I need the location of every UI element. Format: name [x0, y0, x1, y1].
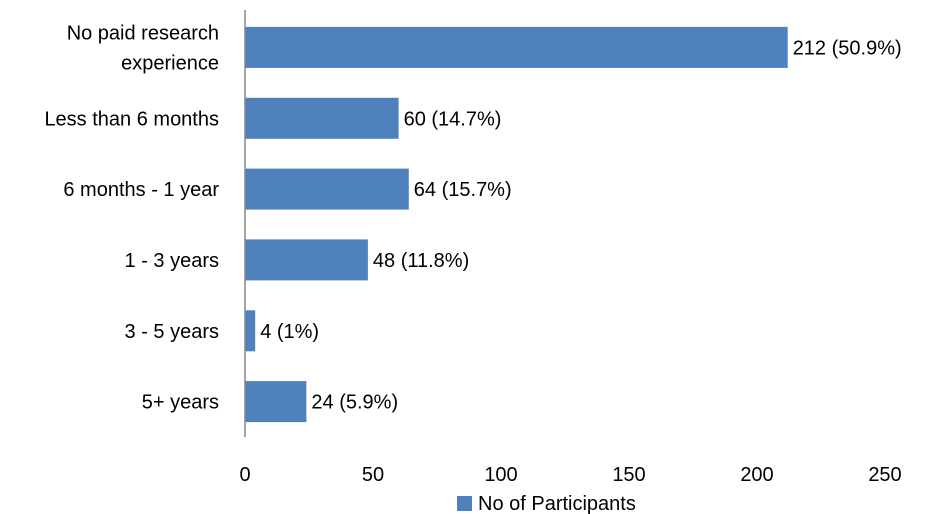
legend: No of Participants [457, 493, 636, 514]
category-label: Less than 6 months [44, 108, 219, 130]
legend-swatch [457, 496, 472, 511]
data-label: 4 (1%) [260, 321, 319, 343]
data-label: 64 (15.7%) [414, 179, 512, 201]
category-label: 1 - 3 years [125, 250, 219, 272]
bar [245, 26, 788, 68]
category-label: 6 months - 1 year [63, 179, 219, 201]
x-tick-labels-group: 0 50 100 150 200 250 [239, 464, 901, 486]
category-labels-group: No paid research experience Less than 6 mo… [44, 22, 219, 413]
x-tick-label: 150 [612, 464, 645, 486]
x-tick-label: 250 [868, 464, 901, 486]
data-label: 48 (11.8%) [373, 250, 469, 272]
data-label: 24 (5.9%) [311, 392, 398, 414]
data-labels-group: 212 (50.9%) 60 (14.7%) 64 (15.7%) 48 (11.8%… [260, 37, 901, 413]
category-label: 5+ years [142, 392, 219, 414]
category-label: experience [121, 52, 219, 74]
legend-label: No of Participants [478, 493, 636, 514]
bar [245, 310, 256, 352]
data-label: 212 (50.9%) [793, 37, 902, 59]
category-label: 3 - 5 years [125, 321, 219, 343]
bar [245, 239, 368, 281]
x-tick-label: 50 [362, 464, 384, 486]
bar [245, 381, 307, 423]
bar [245, 97, 399, 139]
x-tick-label: 100 [484, 464, 517, 486]
category-label: No paid research [67, 22, 219, 44]
x-tick-label: 200 [740, 464, 773, 486]
data-label: 60 (14.7%) [404, 108, 502, 130]
bars-group [245, 26, 788, 423]
bar [245, 168, 409, 210]
x-tick-label: 0 [239, 464, 250, 486]
